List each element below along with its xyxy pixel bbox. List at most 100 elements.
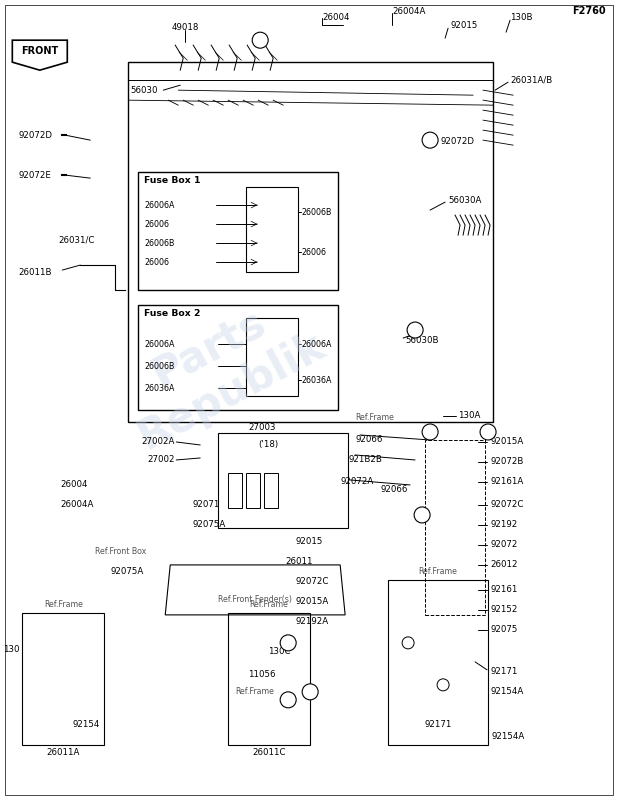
Text: 921B2B: 921B2B (348, 455, 382, 465)
Text: Parts
Republik: Parts Republik (108, 282, 332, 458)
Text: 130A: 130A (458, 411, 480, 421)
Text: 26004: 26004 (61, 481, 88, 490)
Circle shape (280, 692, 296, 708)
Circle shape (252, 32, 268, 48)
Text: 26004: 26004 (322, 13, 350, 22)
Text: 92071: 92071 (192, 501, 219, 510)
Text: 92015: 92015 (295, 538, 323, 546)
Text: 92072C: 92072C (490, 501, 523, 510)
Text: 92072B: 92072B (490, 458, 523, 466)
Text: A: A (427, 427, 433, 437)
Bar (138, 305, 338, 410)
Text: 92072D: 92072D (440, 137, 474, 146)
Text: 92161A: 92161A (490, 478, 523, 486)
Circle shape (280, 635, 296, 651)
Text: 49018: 49018 (172, 22, 199, 32)
Text: Ref.Front Fender(s): Ref.Front Fender(s) (218, 595, 292, 604)
Text: 27003: 27003 (248, 423, 276, 433)
Text: 92075A: 92075A (192, 521, 226, 530)
Text: 26011B: 26011B (19, 267, 52, 277)
Text: 26004A: 26004A (392, 6, 426, 16)
Text: R: R (427, 136, 433, 145)
Text: ('18): ('18) (258, 441, 278, 450)
Text: 26006A: 26006A (301, 339, 331, 349)
Bar (264, 473, 278, 508)
Text: 92015A: 92015A (295, 598, 328, 606)
Text: 27002: 27002 (148, 455, 176, 465)
Text: 26011A: 26011A (46, 748, 80, 758)
Text: 130: 130 (3, 646, 19, 654)
Text: 26006B: 26006B (144, 362, 174, 370)
Text: B: B (285, 638, 291, 647)
Text: 56030B: 56030B (405, 335, 439, 345)
Text: 92075A: 92075A (110, 567, 143, 577)
Bar (246, 473, 260, 508)
Text: 26006B: 26006B (301, 207, 331, 217)
Bar (228, 613, 310, 745)
Text: 26031/C: 26031/C (58, 235, 95, 245)
Text: 26011C: 26011C (252, 748, 286, 758)
Text: 26012: 26012 (490, 561, 517, 570)
Text: 92072: 92072 (490, 541, 517, 550)
Text: C: C (412, 326, 418, 334)
Circle shape (414, 507, 430, 523)
Text: 26036A: 26036A (144, 383, 175, 393)
Text: 26006: 26006 (144, 258, 169, 266)
Text: D: D (285, 695, 292, 704)
Text: 92154A: 92154A (491, 732, 524, 742)
Circle shape (407, 322, 423, 338)
Text: Ref.Frame: Ref.Frame (250, 600, 289, 610)
Text: FRONT: FRONT (21, 46, 59, 56)
Bar (388, 580, 488, 745)
Text: 92072D: 92072D (19, 130, 53, 140)
Text: Ref.Frame: Ref.Frame (355, 414, 394, 422)
Circle shape (437, 679, 449, 691)
Text: C: C (419, 510, 425, 519)
Bar (218, 433, 348, 528)
Text: 92015A: 92015A (490, 438, 523, 446)
Circle shape (422, 424, 438, 440)
Text: Fuse Box 1: Fuse Box 1 (144, 176, 201, 185)
Text: 92072C: 92072C (295, 578, 329, 586)
Text: 92066: 92066 (355, 435, 383, 445)
Text: 92072E: 92072E (19, 170, 51, 180)
Text: 92154: 92154 (72, 720, 99, 730)
Bar (246, 187, 298, 272)
Circle shape (402, 637, 414, 649)
Text: 92075: 92075 (490, 626, 517, 634)
Text: 26004A: 26004A (61, 501, 94, 510)
Text: 26006: 26006 (144, 219, 169, 229)
Text: 92154A: 92154A (490, 687, 523, 696)
Text: D: D (485, 427, 491, 437)
Text: 26031A/B: 26031A/B (510, 76, 552, 85)
Text: 92072A: 92072A (340, 478, 373, 486)
Text: 92171: 92171 (490, 667, 517, 676)
Text: Ref.Front Box: Ref.Front Box (95, 547, 146, 557)
Text: 92171: 92171 (425, 720, 452, 730)
Text: D: D (307, 687, 314, 696)
Text: 26006A: 26006A (144, 339, 175, 349)
Text: Ref.Frame: Ref.Frame (235, 687, 274, 696)
Circle shape (422, 132, 438, 148)
Text: 26006B: 26006B (144, 238, 174, 247)
Text: 130B: 130B (510, 13, 533, 22)
Text: 92152: 92152 (490, 606, 517, 614)
Bar (228, 473, 242, 508)
Text: 92066: 92066 (380, 486, 407, 494)
Text: 26011: 26011 (285, 558, 313, 566)
Text: Ref.Frame: Ref.Frame (418, 567, 457, 577)
Bar (425, 440, 485, 615)
Text: 27002A: 27002A (142, 438, 176, 446)
Text: A: A (257, 36, 263, 45)
Circle shape (480, 424, 496, 440)
Bar (129, 62, 493, 422)
Text: 26036A: 26036A (301, 375, 331, 385)
Text: 26006: 26006 (301, 247, 326, 257)
Text: 92161: 92161 (490, 586, 517, 594)
Bar (246, 318, 298, 396)
Text: 26006A: 26006A (144, 201, 175, 210)
Text: Fuse Box 2: Fuse Box 2 (144, 309, 201, 318)
Text: 92015: 92015 (450, 21, 478, 30)
Text: 92192: 92192 (490, 521, 517, 530)
Text: 56030: 56030 (130, 86, 158, 94)
